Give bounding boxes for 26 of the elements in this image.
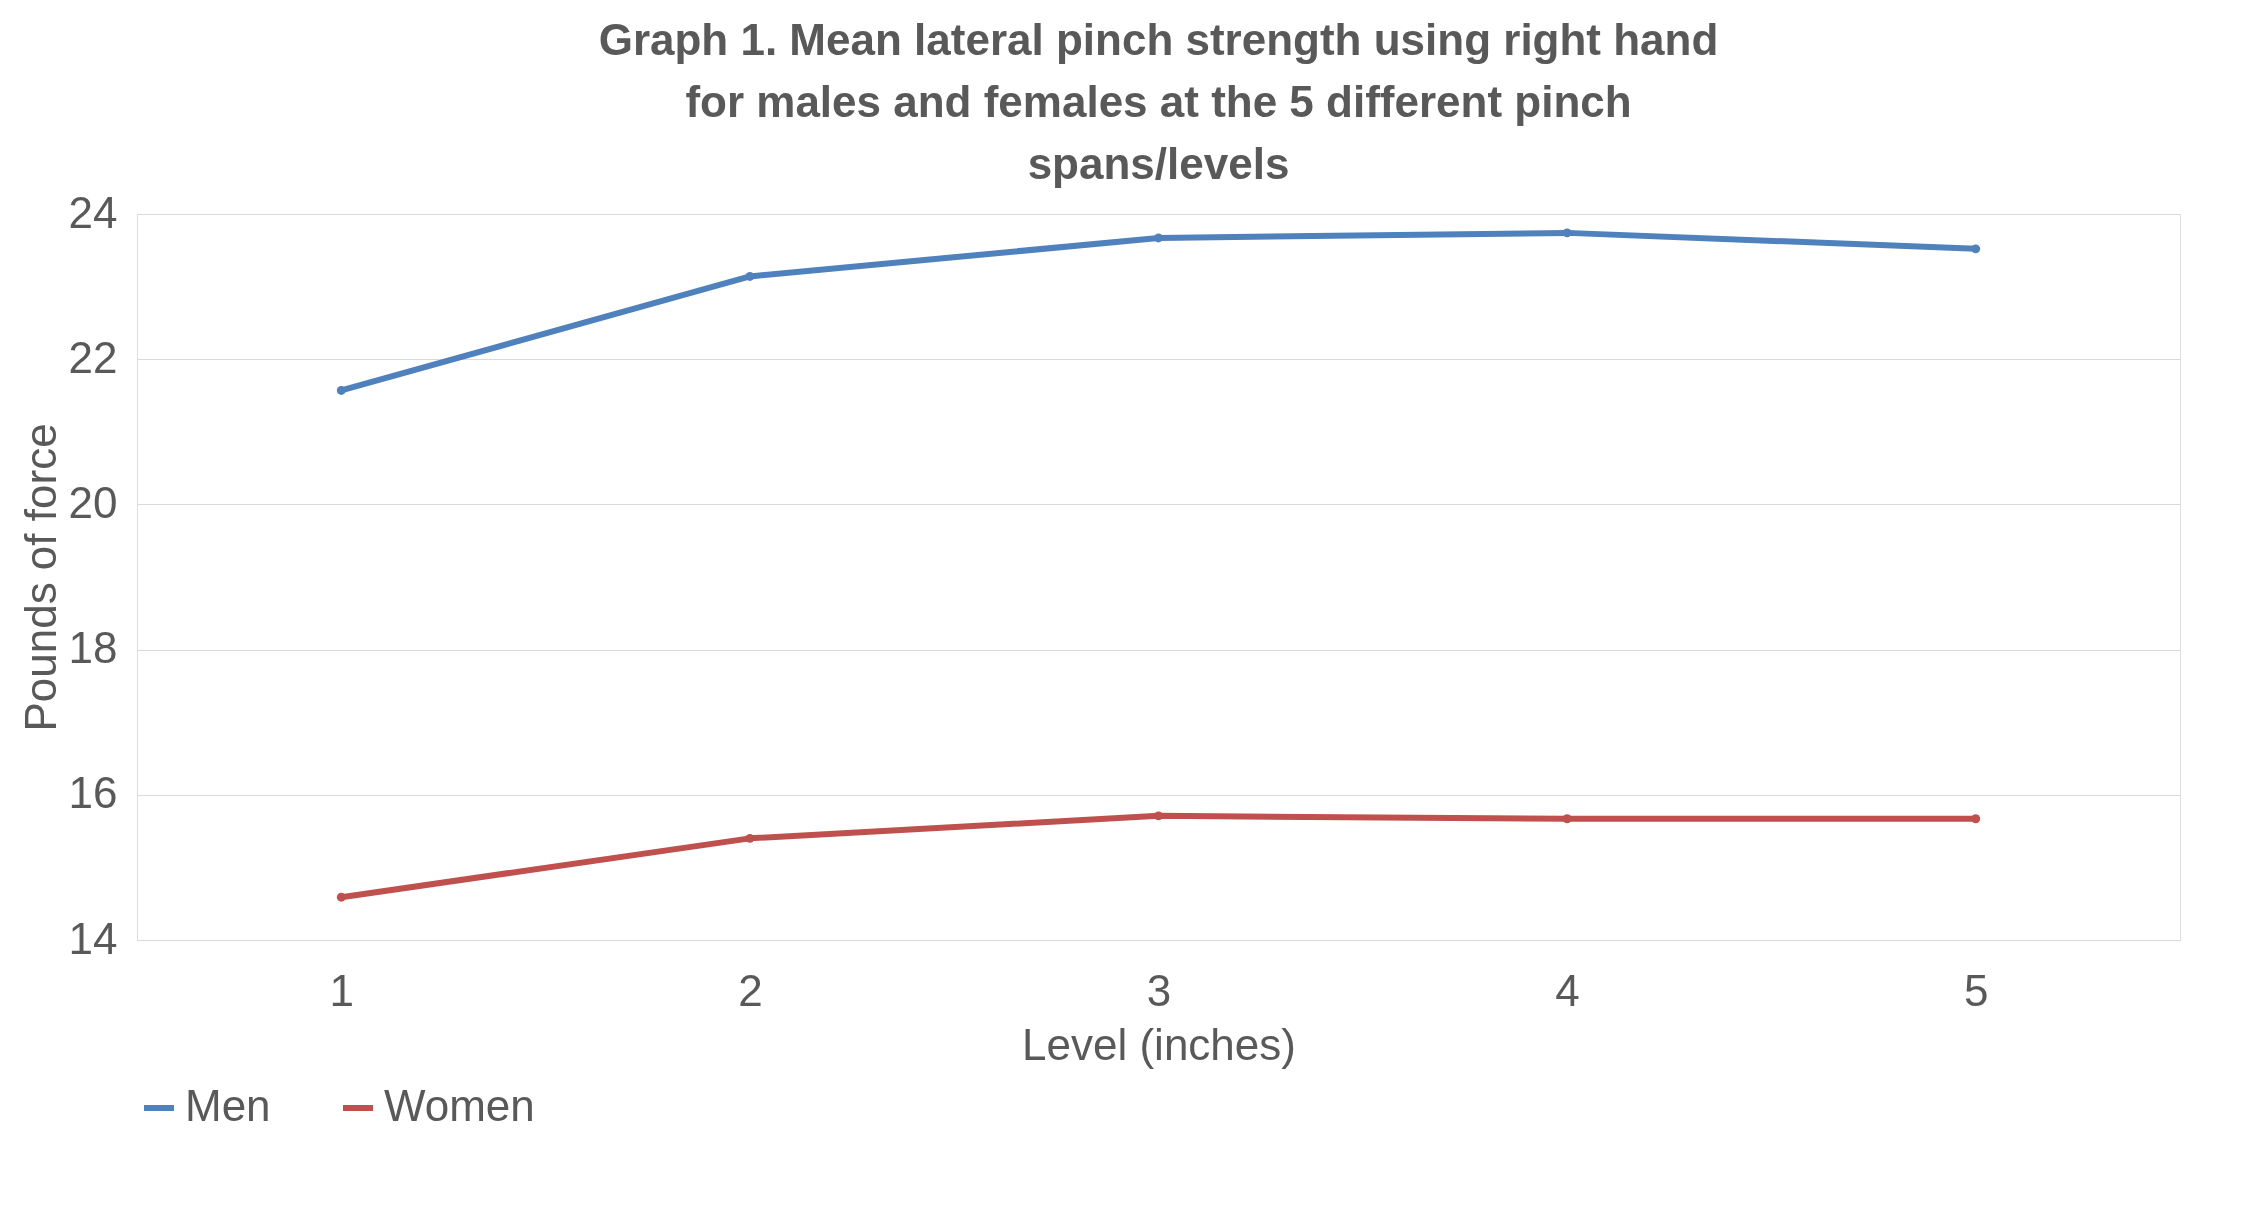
point [1562,228,1572,238]
y-tick-label: 24 [68,187,118,237]
y-tick-label: 14 [68,913,118,963]
chart-title: Graph 1. Mean lateral pinch strength using right hand for males and females at the 5 different pinch spans/levels [598,15,1719,188]
legend-label: Men [185,1081,271,1130]
x-tick-label: 5 [1963,965,1989,1015]
x-tick-label: 4 [1555,965,1580,1015]
point [1154,233,1163,243]
point [745,271,755,281]
legend-label: Women [384,1081,535,1130]
point [336,385,346,395]
y-tick-label: 16 [68,768,118,818]
y-axis-title: Pounds of force [15,423,65,732]
point [1154,811,1163,821]
y-tick-label: 18 [68,623,118,673]
x-tick-label: 1 [329,965,355,1015]
x-tick-label: 3 [1146,965,1172,1015]
y-tick-label: 22 [68,332,118,382]
x-tick-label: 2 [738,965,763,1015]
point [1971,244,1981,254]
point [336,892,346,902]
x-axis-title: Level (inches) [1022,1019,1296,1069]
y-tick-label: 20 [68,477,118,527]
point [745,833,755,843]
point [1971,814,1981,824]
point [1562,814,1572,824]
